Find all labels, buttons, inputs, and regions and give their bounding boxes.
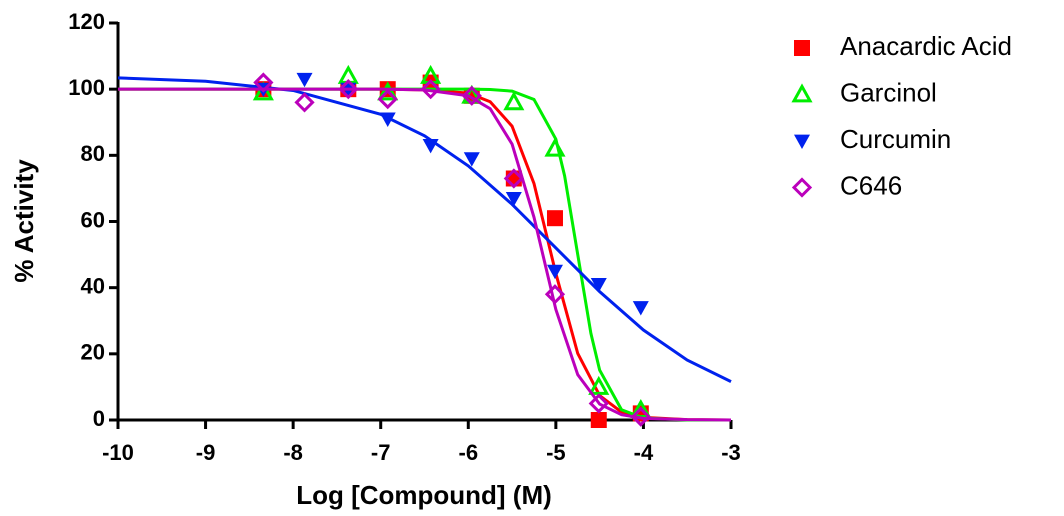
x-tick-label: -6 bbox=[459, 440, 479, 465]
x-axis-label: Log [Compound] (M) bbox=[296, 480, 552, 510]
data-point bbox=[590, 412, 607, 428]
y-tick-label: 120 bbox=[68, 9, 105, 34]
legend-label: Garcinol bbox=[840, 77, 937, 107]
data-point bbox=[546, 210, 563, 227]
x-tick-label: -4 bbox=[634, 440, 654, 465]
data-point bbox=[588, 375, 610, 395]
fit-curve bbox=[117, 76, 732, 383]
y-tick-label: 60 bbox=[81, 207, 105, 232]
data-point bbox=[590, 277, 607, 293]
data-point bbox=[632, 301, 649, 316]
data-point bbox=[377, 88, 398, 110]
legend-marker bbox=[794, 40, 810, 56]
x-tick-label: -7 bbox=[371, 440, 391, 465]
data-point bbox=[463, 152, 480, 167]
data-point bbox=[338, 79, 359, 100]
x-tick-label: -3 bbox=[721, 440, 741, 465]
data-point bbox=[252, 81, 274, 101]
fit-curve bbox=[118, 87, 732, 422]
x-tick-label: -10 bbox=[102, 440, 134, 465]
x-tick-label: -9 bbox=[196, 440, 216, 465]
fit-curve bbox=[118, 87, 732, 422]
y-tick-label: 100 bbox=[68, 75, 105, 100]
legend-marker bbox=[794, 134, 810, 149]
data-point bbox=[294, 92, 315, 113]
x-tick-label: -5 bbox=[546, 440, 566, 465]
data-point bbox=[503, 91, 525, 111]
y-tick-label: 20 bbox=[81, 340, 105, 365]
legend-label: C646 bbox=[840, 170, 902, 200]
data-point bbox=[253, 72, 274, 93]
data-point bbox=[505, 191, 522, 207]
y-tick-label: 0 bbox=[93, 406, 105, 431]
legend-marker bbox=[791, 177, 813, 198]
y-axis-label: % Activity bbox=[9, 159, 39, 283]
data-point bbox=[461, 85, 482, 106]
data-point bbox=[546, 264, 563, 280]
x-tick-label: -8 bbox=[283, 440, 303, 465]
data-point bbox=[296, 72, 313, 88]
data-point bbox=[588, 393, 609, 414]
legend-label: Anacardic Acid bbox=[840, 31, 1012, 61]
data-point bbox=[544, 137, 566, 157]
data-point bbox=[503, 168, 524, 189]
data-point bbox=[422, 139, 439, 154]
fit-curve bbox=[118, 87, 731, 422]
legend-label: Curcumin bbox=[840, 124, 951, 154]
data-point bbox=[630, 406, 651, 427]
data-point bbox=[420, 79, 441, 100]
data-point bbox=[544, 284, 566, 305]
y-tick-label: 40 bbox=[81, 273, 105, 298]
data-point bbox=[377, 81, 399, 101]
legend-marker bbox=[791, 83, 813, 103]
y-tick-label: 80 bbox=[81, 141, 105, 166]
data-point bbox=[379, 112, 396, 127]
